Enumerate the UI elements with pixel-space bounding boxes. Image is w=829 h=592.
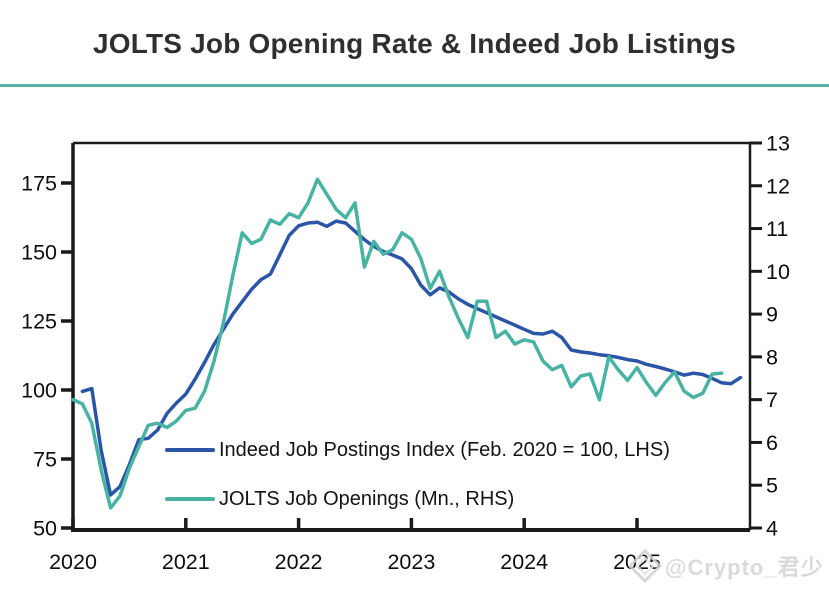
y-left-tick-label: 150: [21, 241, 57, 265]
legend-label-jolts: JOLTS Job Openings (Mn., RHS): [219, 488, 515, 510]
x-tick-label: 2024: [500, 550, 548, 574]
x-tick-label: 2022: [275, 550, 323, 574]
series-lines: [71, 177, 743, 510]
x-tick-label: 2025: [613, 550, 661, 574]
page-title: JOLTS Job Opening Rate & Indeed Job List…: [93, 28, 736, 59]
y-right-tick-label: 4: [766, 517, 778, 541]
y-right-tick-label: 7: [766, 388, 778, 412]
legend-label-indeed: Indeed Job Postings Index (Feb. 2020 = 1…: [219, 439, 670, 461]
legend-item-jolts: JOLTS Job Openings (Mn., RHS): [165, 487, 670, 511]
axis-tick-labels: 50 75 100 125 150 175 4 5 6 7 8 9 10 11 12 13 2020 2021 20…: [21, 131, 790, 574]
y-right-tick-label: 8: [766, 345, 778, 369]
legend-item-indeed: Indeed Job Postings Index (Feb. 2020 = 1…: [165, 438, 670, 462]
y-right-tick-label: 9: [766, 303, 778, 327]
x-tick-label: 2020: [49, 550, 97, 574]
x-tick-label: 2021: [162, 550, 210, 574]
y-right-tick-label: 10: [766, 260, 790, 284]
series-line-jolts: [71, 177, 724, 510]
y-right-tick-label: 5: [766, 474, 778, 498]
y-left-tick-label: 125: [21, 310, 57, 334]
y-left-tick-label: 175: [21, 172, 57, 196]
title-underline-rule: [0, 84, 829, 87]
x-tick-label: 2023: [387, 550, 435, 574]
series-line-indeed: [80, 219, 743, 497]
y-right-tick-label: 6: [766, 431, 778, 455]
legend: Indeed Job Postings Index (Feb. 2020 = 1…: [165, 438, 670, 536]
y-right-tick-label: 12: [766, 174, 790, 198]
jolts-line-swatch-icon: [165, 497, 215, 501]
y-right-tick-label: 13: [766, 131, 790, 155]
y-left-tick-label: 100: [21, 379, 57, 403]
axis-ticks: [61, 141, 762, 530]
indeed-line-swatch-icon: [165, 448, 215, 452]
y-right-tick-label: 11: [766, 217, 788, 241]
y-left-tick-label: 50: [33, 517, 57, 541]
y-left-tick-label: 75: [33, 448, 57, 472]
